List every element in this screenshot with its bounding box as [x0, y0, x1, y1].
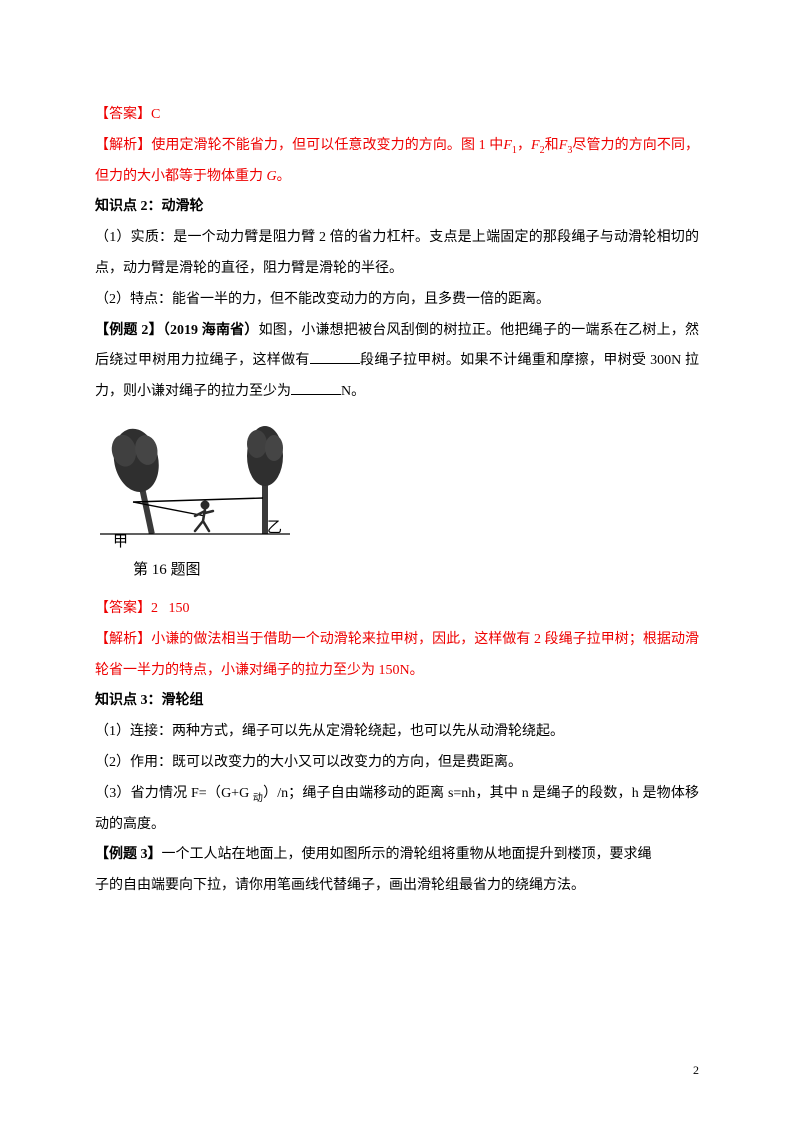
ex2-label: 【例题 2】 — [95, 323, 163, 338]
example-3-line2: 子的自由端要向下拉，请你用笔画线代替绳子，画出滑轮组最省力的绕绳方法。 — [95, 871, 699, 902]
analysis-label: 【解析】 — [95, 138, 151, 153]
figure-16: 甲 乙 第 16 题图 — [95, 416, 699, 586]
c1: ， — [517, 138, 531, 153]
f1: F — [503, 138, 512, 153]
analysis-text-c: 大小都等于物体重力 — [137, 169, 263, 184]
answer-label: 【答案】 — [95, 107, 151, 122]
svg-text:第 16 题图: 第 16 题图 — [133, 560, 201, 578]
g: G — [267, 169, 277, 184]
analysis2-label: 【解析】 — [95, 632, 151, 647]
blank-2 — [291, 381, 341, 395]
answer2-label: 【答案】 — [95, 601, 151, 616]
analysis2-text: 小谦的做法相当于借助一个动滑轮来拉甲树，因此，这样做有 2 段绳子拉甲树；根据动… — [95, 632, 699, 678]
answer-block-1: 【答案】C — [95, 100, 699, 131]
kp3-title: 知识点 3：滑轮组 — [95, 686, 699, 717]
ex3-text-a: 一个工人站在地面上，使用如图所示的滑轮组将重物从地面提升到楼顶，要求绳 — [162, 847, 652, 862]
ex2-text-c: N。 — [341, 384, 365, 399]
answer-block-2: 【答案】2 150 — [95, 594, 699, 625]
answer-value: C — [151, 107, 160, 122]
analysis-text-a: 使用定滑轮不能省力，但可以任意改变力的方向。图 1 中 — [151, 138, 503, 153]
kp3-p3a: （3）省力情况 F=（G+G — [95, 786, 253, 801]
analysis-block-2: 【解析】小谦的做法相当于借助一个动滑轮来拉甲树，因此，这样做有 2 段绳子拉甲树… — [95, 625, 699, 687]
period: 。 — [277, 169, 291, 184]
kp3-p3sub: 动 — [253, 793, 263, 804]
kp3-p1: （1）连接：两种方式，绳子可以先从定滑轮绕起，也可以先从动滑轮绕起。 — [95, 717, 699, 748]
svg-text:乙: 乙 — [267, 520, 282, 536]
kp2-title: 知识点 2：动滑轮 — [95, 192, 699, 223]
page-number: 2 — [693, 1057, 699, 1083]
ex3-label: 【例题 3】 — [95, 847, 162, 862]
kp3-p3: （3）省力情况 F=（G+G 动）/n；绳子自由端移动的距离 s=nh，其中 n… — [95, 779, 699, 841]
analysis-block-1: 【解析】使用定滑轮不能省力，但可以任意改变力的方向。图 1 中F1，F2和F3尽… — [95, 131, 699, 193]
blank-1 — [310, 350, 360, 364]
answer2-v1: 2 — [151, 601, 158, 616]
kp2-p1: （1）实质：是一个动力臂是阻力臂 2 倍的省力杠杆。支点是上端固定的那段绳子与动… — [95, 223, 699, 285]
example-3: 【例题 3】一个工人站在地面上，使用如图所示的滑轮组将重物从地面提升到楼顶，要求… — [95, 840, 699, 871]
kp3-p2: （2）作用：既可以改变力的大小又可以改变力的方向，但是费距离。 — [95, 748, 699, 779]
example-2: 【例题 2】（2019 海南省）如图，小谦想把被台风刮倒的树拉正。他把绳子的一端… — [95, 316, 699, 408]
answer2-v2: 150 — [169, 601, 190, 616]
and: 和 — [545, 138, 559, 153]
svg-text:甲: 甲 — [113, 534, 128, 550]
kp2-p2: （2）特点：能省一半的力，但不能改变动力的方向，且多费一倍的距离。 — [95, 285, 699, 316]
f2: F — [531, 138, 540, 153]
ex2-source: （2019 海南省） — [163, 323, 259, 338]
